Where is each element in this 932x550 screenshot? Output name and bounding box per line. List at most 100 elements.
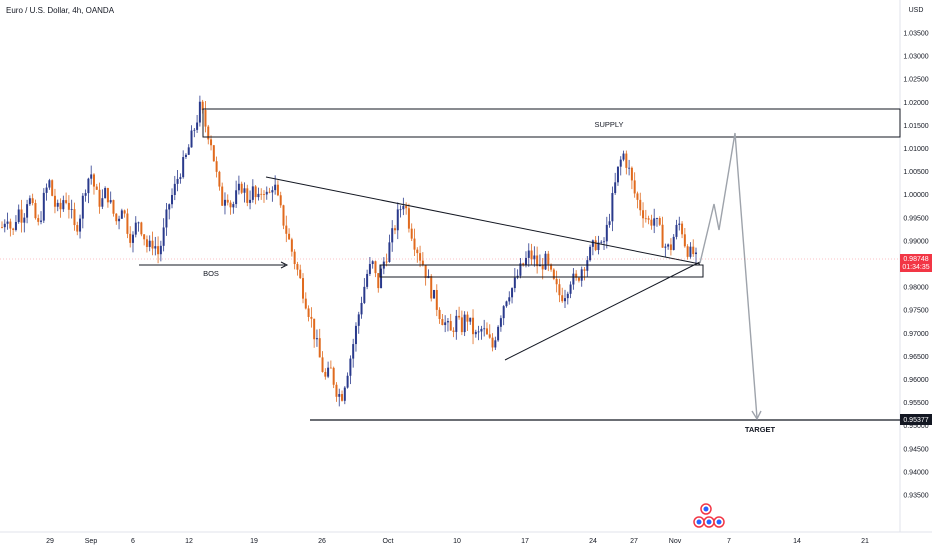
price-tick-label: 1.03500 xyxy=(903,31,928,38)
supply-zone[interactable] xyxy=(202,108,901,138)
candle-body xyxy=(296,264,299,270)
price-tick-label: 0.98000 xyxy=(903,285,928,292)
candle-body xyxy=(566,293,569,299)
candle-body xyxy=(129,233,132,243)
candle-body xyxy=(262,194,265,195)
candle-body xyxy=(541,264,544,270)
candle-body xyxy=(533,255,536,260)
candle-body xyxy=(608,221,611,225)
time-tick-label: 26 xyxy=(318,538,326,545)
candle-body xyxy=(692,246,695,255)
candle-body xyxy=(299,269,302,279)
price-tick-label: 0.95000 xyxy=(903,423,928,430)
candle-body xyxy=(154,246,157,249)
candle-body xyxy=(126,213,129,234)
candle-body xyxy=(424,265,427,279)
candle-body xyxy=(628,167,631,169)
candle-body xyxy=(254,186,257,198)
candle-body xyxy=(407,208,410,229)
candle-body xyxy=(636,193,639,200)
economic-events[interactable] xyxy=(693,503,725,528)
candle-body xyxy=(435,290,438,310)
candle-body xyxy=(157,246,160,255)
candle-body xyxy=(441,319,444,326)
candle-body xyxy=(622,153,625,160)
demand-zone[interactable] xyxy=(379,264,704,278)
candle-body xyxy=(469,317,472,322)
candle-body xyxy=(321,357,324,372)
time-tick-label: 19 xyxy=(250,538,258,545)
candle-body xyxy=(31,198,34,204)
candle-body xyxy=(547,253,550,265)
candle-body xyxy=(84,193,87,196)
candle-body xyxy=(413,238,416,250)
candle-body xyxy=(134,222,137,235)
time-tick-label: 29 xyxy=(46,538,54,545)
candle-body xyxy=(572,273,575,285)
candlestick-series xyxy=(1,95,697,407)
triangle-upper-line[interactable] xyxy=(265,176,701,265)
candle-body xyxy=(276,184,279,196)
candle-body xyxy=(583,269,586,271)
candle-body xyxy=(120,210,123,219)
candle-body xyxy=(327,367,330,377)
candle-body xyxy=(218,171,221,187)
candle-body xyxy=(215,161,218,172)
candle-body xyxy=(237,183,240,191)
candle-body xyxy=(151,240,154,249)
candle-body xyxy=(633,180,636,194)
candle-body xyxy=(79,218,82,232)
candle-body xyxy=(271,190,274,193)
triangle-lower-line[interactable] xyxy=(504,261,701,361)
candle-body xyxy=(661,224,664,248)
candle-body xyxy=(48,180,51,188)
candle-body xyxy=(589,246,592,261)
candle-body xyxy=(285,225,288,234)
candle-body xyxy=(179,177,182,179)
candle-body xyxy=(650,219,653,226)
candle-body xyxy=(352,344,355,359)
candle-body xyxy=(67,202,70,210)
candle-body xyxy=(463,314,466,333)
candle-body xyxy=(444,322,447,326)
candle-body xyxy=(87,178,90,194)
candle-body xyxy=(165,209,168,228)
candle-body xyxy=(274,184,277,191)
candle-body xyxy=(421,260,424,266)
candle-body xyxy=(159,245,162,255)
event-flag-icon xyxy=(703,506,709,512)
candle-body xyxy=(76,225,79,232)
price-tick-label: 0.99000 xyxy=(903,238,928,245)
price-tick-label: 1.00500 xyxy=(903,169,928,176)
candle-body xyxy=(675,224,678,237)
candle-body xyxy=(251,186,254,200)
candle-body xyxy=(667,244,670,247)
candle-body xyxy=(56,202,59,207)
time-axis: 29 Sep 6 12 19 26 Oct 10 17 24 27 Nov 7 14 21 xyxy=(46,538,869,545)
candle-body xyxy=(385,261,388,263)
candle-body xyxy=(65,200,68,203)
candle-body xyxy=(655,218,658,219)
candle-body xyxy=(3,223,6,228)
candle-body xyxy=(399,209,402,211)
projection-path[interactable] xyxy=(699,132,758,419)
candle-body xyxy=(123,210,126,214)
drawings-layer: SUPPLY BOS TARGET xyxy=(0,108,901,434)
candle-body xyxy=(313,318,316,340)
candle-body xyxy=(148,240,151,247)
candle-body xyxy=(249,199,252,203)
candle-body xyxy=(419,253,422,261)
candle-body xyxy=(45,187,48,193)
candle-body xyxy=(20,209,23,223)
bos-arrow-icon xyxy=(280,261,289,269)
candle-body xyxy=(388,242,391,262)
candle-body xyxy=(229,202,232,208)
candle-body xyxy=(279,195,282,206)
candle-body xyxy=(240,183,243,193)
candle-body xyxy=(446,321,449,323)
candle-body xyxy=(630,167,633,181)
price-tick-label: 0.97000 xyxy=(903,331,928,338)
candle-body xyxy=(569,284,572,294)
candle-body xyxy=(577,277,580,281)
